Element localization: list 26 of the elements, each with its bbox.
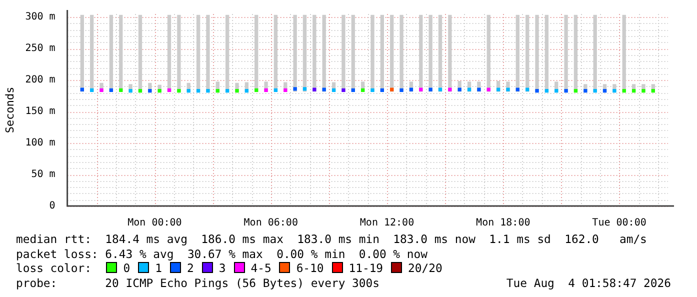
legend-label: 1 xyxy=(155,261,162,276)
legend-title: loss color: xyxy=(16,261,92,276)
text: median rtt: 184.4 ms avg 186.0 ms max 183.0 ms min 183.0 ms now 1.1 ms sd 162.0 am/s xyxy=(16,232,648,247)
y-tick-label: 100 m xyxy=(25,138,56,149)
legend-label: 0 xyxy=(123,261,130,276)
legend-label: 11-19 xyxy=(348,261,384,276)
legend-label: 20/20 xyxy=(408,261,442,276)
y-tick-label: 200 m xyxy=(25,74,56,86)
y-tick-label: 250 m xyxy=(25,43,56,54)
legend-label: 6-10 xyxy=(296,261,324,276)
text: probe: 20 ICMP Echo Pings (56 Bytes) every 300s xyxy=(16,276,380,290)
x-tick-label: Tue 00:00 xyxy=(592,218,646,229)
x-tick-label: Mon 00:00 xyxy=(128,218,182,229)
text: packet loss: 6.43 % avg 30.67 % max 0.00 % min 0.00 % now xyxy=(16,246,428,262)
legend-label: 3 xyxy=(218,261,226,276)
x-tick-label: Mon 18:00 xyxy=(476,218,530,229)
y-tick-label: 0 xyxy=(49,200,56,212)
y-tick-label: 50 m xyxy=(31,169,56,180)
y-tick-label: 300 m xyxy=(25,12,56,23)
legend-label: 2 xyxy=(187,261,194,276)
legend-label: 4-5 xyxy=(250,261,272,276)
text: Tue Aug 4 01:58:47 2026 xyxy=(506,276,671,290)
x-tick-label: Mon 12:00 xyxy=(360,218,414,229)
y-tick-label: 150 m xyxy=(25,106,56,118)
y-axis-title: Seconds xyxy=(3,86,16,134)
x-tick-label: Mon 06:00 xyxy=(244,218,298,229)
